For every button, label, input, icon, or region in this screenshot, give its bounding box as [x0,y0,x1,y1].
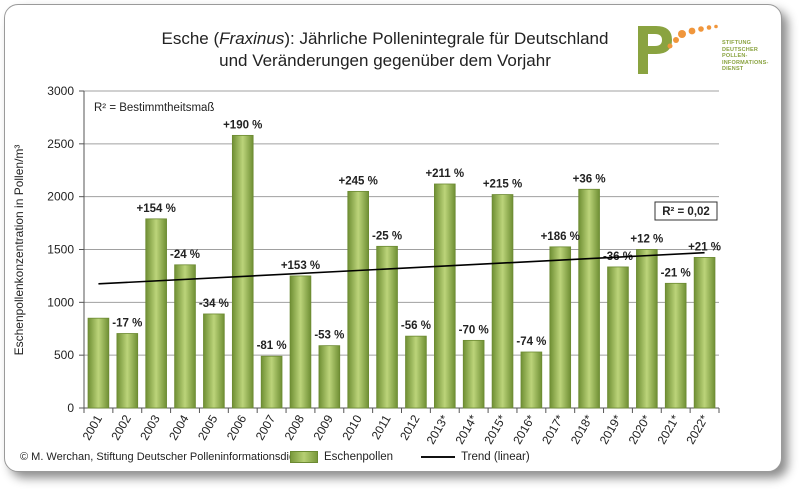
data-label: -17 % [112,318,142,330]
x-tick-label: 2002 [108,412,134,442]
data-label: +154 % [136,203,175,215]
data-label: +21 % [688,241,721,253]
x-tick-label: 2014* [452,412,480,446]
trend-line [98,251,705,285]
bar-2022* [693,257,716,409]
data-label: -25 % [372,230,402,242]
data-label: -70 % [459,324,489,336]
x-tick-label: 2013* [424,412,452,446]
data-label: +211 % [425,168,464,180]
bar-2011 [376,245,398,409]
y-tick-label: 2000 [47,190,74,204]
logo-text: STIFTUNG DEUTSCHER POLLEN- INFORMATIONS-… [722,40,769,72]
y-tick-label: 500 [54,348,74,362]
y-tick-label: 1500 [47,243,74,257]
x-tick-label: 2005 [195,412,221,442]
x-tick-label: 2012 [397,412,423,442]
legend: Eschenpollen Trend (linear) [290,451,530,463]
bar-2003 [145,218,167,409]
bar-2006 [231,134,254,409]
r2-box [654,201,718,221]
chart-title-line1: Esche (Fraxinus): Jährliche Pollenintegr… [161,29,609,48]
r2-annotation: R² = Bestimmtheitsmaß [94,102,214,114]
data-label: +215 % [483,179,522,191]
legend-label-trend: Trend (linear) [461,451,530,463]
bar-2012 [405,335,427,409]
data-label: +245 % [339,175,378,187]
bar-2018* [578,188,600,409]
x-tick-label: 2022* [683,412,711,446]
x-tick-label: 2004 [166,412,192,442]
bar-2021* [664,282,687,409]
data-label: +190 % [223,119,262,131]
x-tick-label: 2019* [597,412,625,446]
x-tick-label: 2021* [654,412,682,446]
legend-label-eschenpollen: Eschenpollen [324,451,394,463]
bar-2002 [116,333,139,409]
data-label: -53 % [314,330,344,342]
x-tick-label: 2018* [568,412,596,446]
data-label: -21 % [661,267,691,279]
data-label: +12 % [630,234,663,246]
bar-2004 [174,264,196,409]
bar-2015* [491,194,514,409]
r2-value: R² = 0,02 [662,206,710,218]
x-tick-label: 2011 [369,412,394,442]
bar-2010 [347,190,369,409]
y-tick-label: 0 [67,401,74,415]
data-label: +153 % [281,260,320,272]
y-tick-label: 3000 [47,84,74,98]
bar-2009 [318,345,341,409]
x-tick-label: 2001 [80,412,106,442]
y-axis-label: Eschenpollenkonzentration in Pollen/m³ [12,145,26,356]
x-tick-label: 2003 [137,412,163,442]
bar-2001 [87,317,110,409]
x-tick-label: 2016* [510,412,538,446]
data-label: -34 % [199,298,229,310]
legend-swatch-trend [421,456,456,458]
bar-2017* [549,246,572,409]
x-tick-label: 2008 [282,412,308,442]
x-tick-label: 2020* [626,412,654,446]
chart-title-line2: und Veränderungen gegenüber dem Vorjahr [219,51,551,70]
bar-2008 [289,275,312,409]
copyright-text: © M. Werchan, Stiftung Deutscher Polleni… [20,451,310,463]
data-label: -56 % [401,320,431,332]
data-label: -24 % [170,249,200,261]
x-tick-label: 2015* [481,412,509,446]
data-label: -81 % [257,340,287,352]
x-tick-label: 2010 [339,412,365,442]
bar-2020* [636,249,658,409]
bar-2005 [203,313,225,409]
data-label: -74 % [516,336,546,348]
bar-2007 [260,355,283,409]
y-tick-label: 1000 [47,295,74,309]
x-tick-label: 2009 [310,412,336,442]
bar-2019* [607,266,629,409]
bar-2016* [520,351,543,409]
data-label: +186 % [541,231,580,243]
legend-swatch-eschenpollen [290,451,318,463]
x-tick-label: 2007 [253,412,279,442]
bar-2013* [434,183,456,409]
pid-logo [638,24,718,74]
data-label: +36 % [573,173,606,185]
y-tick-label: 2500 [47,137,74,151]
bar-2014* [462,339,485,409]
x-tick-label: 2017* [539,412,567,446]
x-tick-label: 2006 [224,412,250,442]
